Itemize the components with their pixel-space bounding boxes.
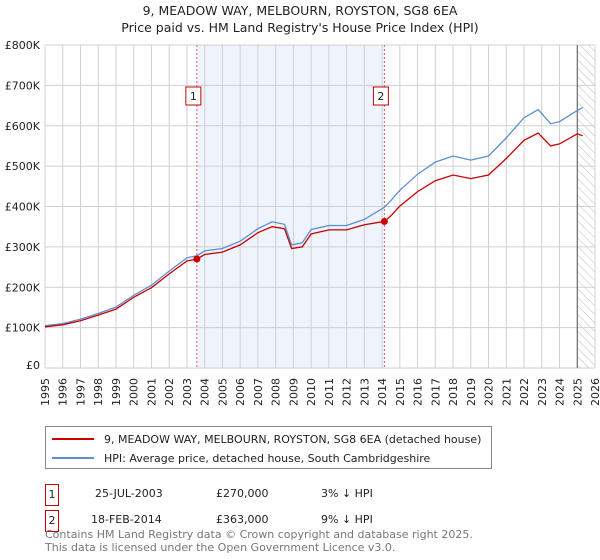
x-tick-label: 2026	[589, 378, 600, 406]
y-tick-label: £500K	[5, 160, 41, 173]
x-tick-label: 2000	[128, 378, 141, 406]
chart-title: 9, MEADOW WAY, MELBOURN, ROYSTON, SG8 6E…	[142, 3, 458, 18]
y-tick-label: £600K	[5, 120, 41, 133]
x-tick-label: 2014	[376, 378, 389, 406]
sale-marker-2: 2	[45, 510, 59, 532]
footer-copyright: Contains HM Land Registry data © Crown c…	[45, 528, 473, 541]
y-tick-label: £100K	[5, 322, 41, 335]
annotation-label-2: 2	[377, 90, 384, 103]
x-tick-label: 2001	[145, 378, 158, 406]
legend-swatch-blue	[52, 457, 94, 459]
x-tick-label: 2016	[412, 378, 425, 406]
x-tick-label: 1996	[57, 378, 70, 406]
x-tick-label: 2025	[571, 378, 584, 406]
footer: Contains HM Land Registry data © Crown c…	[45, 528, 473, 554]
x-tick-label: 2002	[163, 378, 176, 406]
x-tick-label: 2020	[483, 378, 496, 406]
x-tick-label: 2011	[323, 378, 336, 406]
y-tick-label: £800K	[5, 39, 41, 52]
x-tick-label: 1995	[39, 378, 52, 406]
x-tick-label: 2013	[358, 378, 371, 406]
legend-item-property: 9, MEADOW WAY, MELBOURN, ROYSTON, SG8 6E…	[52, 431, 481, 447]
sale-hpi-diff: 3% ↓ HPI	[321, 487, 373, 500]
y-tick-label: £0	[26, 359, 40, 372]
x-tick-label: 2003	[181, 378, 194, 406]
x-tick-label: 2021	[500, 378, 513, 406]
x-tick-label: 2018	[447, 378, 460, 406]
x-tick-label: 2012	[341, 378, 354, 406]
x-tick-label: 2015	[394, 378, 407, 406]
legend-item-hpi: HPI: Average price, detached house, Sout…	[52, 450, 481, 466]
x-tick-label: 2023	[536, 378, 549, 406]
legend-label: 9, MEADOW WAY, MELBOURN, ROYSTON, SG8 6E…	[104, 432, 482, 446]
x-tick-label: 2004	[199, 378, 212, 406]
x-tick-label: 2007	[252, 378, 265, 406]
sale-price: £363,000	[216, 513, 269, 526]
annotation-box-1	[185, 86, 202, 106]
chart-subtitle: Price paid vs. HM Land Registry's House …	[121, 20, 479, 35]
sale-point-1	[193, 255, 201, 263]
plot-area: 1995 1996 1997 1998 1999 2000 2001 2002 2003 2004…	[5, 39, 600, 406]
y-tick-label: £200K	[5, 281, 41, 294]
legend-label: HPI: Average price, detached house, Sout…	[104, 451, 431, 465]
sale-date: 25-JUL-2003	[95, 487, 163, 500]
x-tick-label: 2006	[234, 378, 247, 406]
hpi-series-line	[44, 107, 583, 327]
x-tick-label: 1999	[110, 378, 123, 406]
property-series-line	[44, 132, 583, 328]
sale-row-1: 1 25-JUL-2003 £270,000 3% ↓ HPI	[45, 484, 545, 506]
footer-licence: This data is licensed under the Open Gov…	[45, 541, 396, 554]
legend-swatch-red	[52, 438, 94, 440]
x-tick-label: 2024	[554, 378, 567, 406]
y-tick-label: £700K	[5, 79, 41, 92]
y-tick-label: £300K	[5, 241, 41, 254]
x-tick-label: 1998	[92, 378, 105, 406]
sale-row-2: 2 18-FEB-2014 £363,000 9% ↓ HPI	[45, 510, 545, 532]
x-tick-label: 2009	[287, 378, 300, 406]
sale-price: £270,000	[216, 487, 269, 500]
x-tick-label: 2022	[518, 378, 531, 406]
sale-marker-1: 1	[45, 484, 59, 506]
x-tick-label: 2005	[216, 378, 229, 406]
x-tick-label: 2019	[465, 378, 478, 406]
x-tick-label: 2017	[429, 378, 442, 406]
x-tick-label: 1997	[74, 378, 87, 406]
x-tick-label: 2008	[270, 378, 283, 406]
x-tick-label: 2010	[305, 378, 318, 406]
y-tick-label: £400K	[5, 201, 41, 214]
sale-point-2	[380, 217, 388, 225]
annotation-box-2	[372, 86, 389, 106]
sale-date: 18-FEB-2014	[91, 513, 162, 526]
annotation-label-1: 1	[190, 90, 197, 103]
sale-hpi-diff: 9% ↓ HPI	[321, 513, 373, 526]
legend: 9, MEADOW WAY, MELBOURN, ROYSTON, SG8 6E…	[45, 426, 493, 469]
